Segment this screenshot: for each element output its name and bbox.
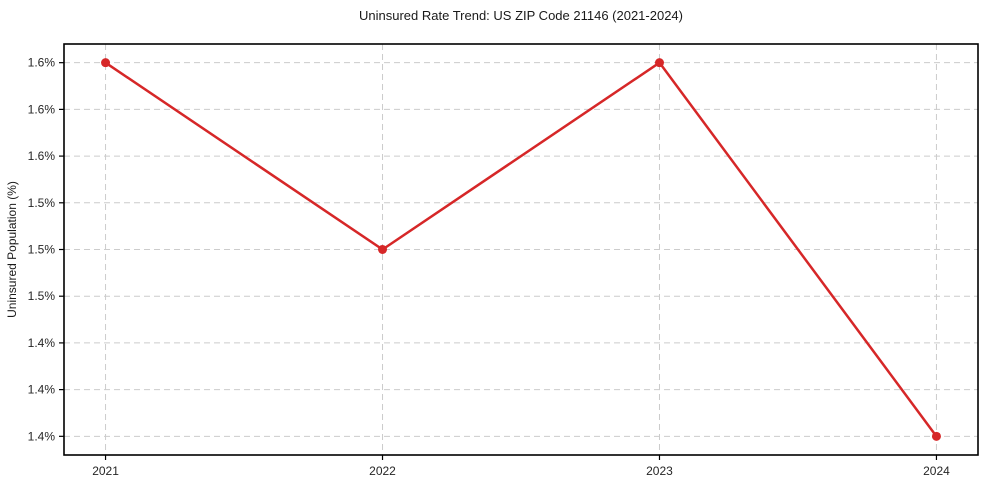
y-tick-label: 1.5%	[28, 243, 56, 257]
y-axis-label: Uninsured Population (%)	[5, 181, 19, 318]
data-point	[378, 245, 388, 254]
data-point	[931, 431, 941, 441]
grid-layer	[64, 44, 978, 455]
y-tick-label: 1.6%	[28, 102, 56, 116]
y-tick-label: 1.4%	[28, 383, 56, 397]
tick-layer: 1.4% 1.4% 1.4% 1.5% 1.5% 1.5% 1.6% 1.6% 1.6% 2021…	[28, 56, 950, 478]
series-layer	[101, 58, 941, 441]
y-tick-label: 1.4%	[28, 336, 56, 350]
x-tick-label: 2021	[92, 464, 119, 478]
x-tick-label: 2022	[369, 464, 396, 478]
chart-title: Uninsured Rate Trend: US ZIP Code 21146 …	[359, 8, 683, 23]
data-point	[101, 58, 111, 68]
x-tick-label: 2024	[923, 464, 950, 478]
data-point	[654, 58, 664, 68]
y-tick-label: 1.6%	[28, 56, 56, 70]
y-tick-label: 1.5%	[28, 289, 56, 303]
plot-area	[64, 44, 978, 455]
series-line	[104, 61, 938, 438]
x-tick-label: 2023	[646, 464, 673, 478]
y-tick-label: 1.5%	[28, 196, 56, 210]
y-tick-label: 1.4%	[28, 429, 56, 443]
y-tick-label: 1.6%	[28, 149, 56, 163]
plot-border	[63, 43, 979, 456]
